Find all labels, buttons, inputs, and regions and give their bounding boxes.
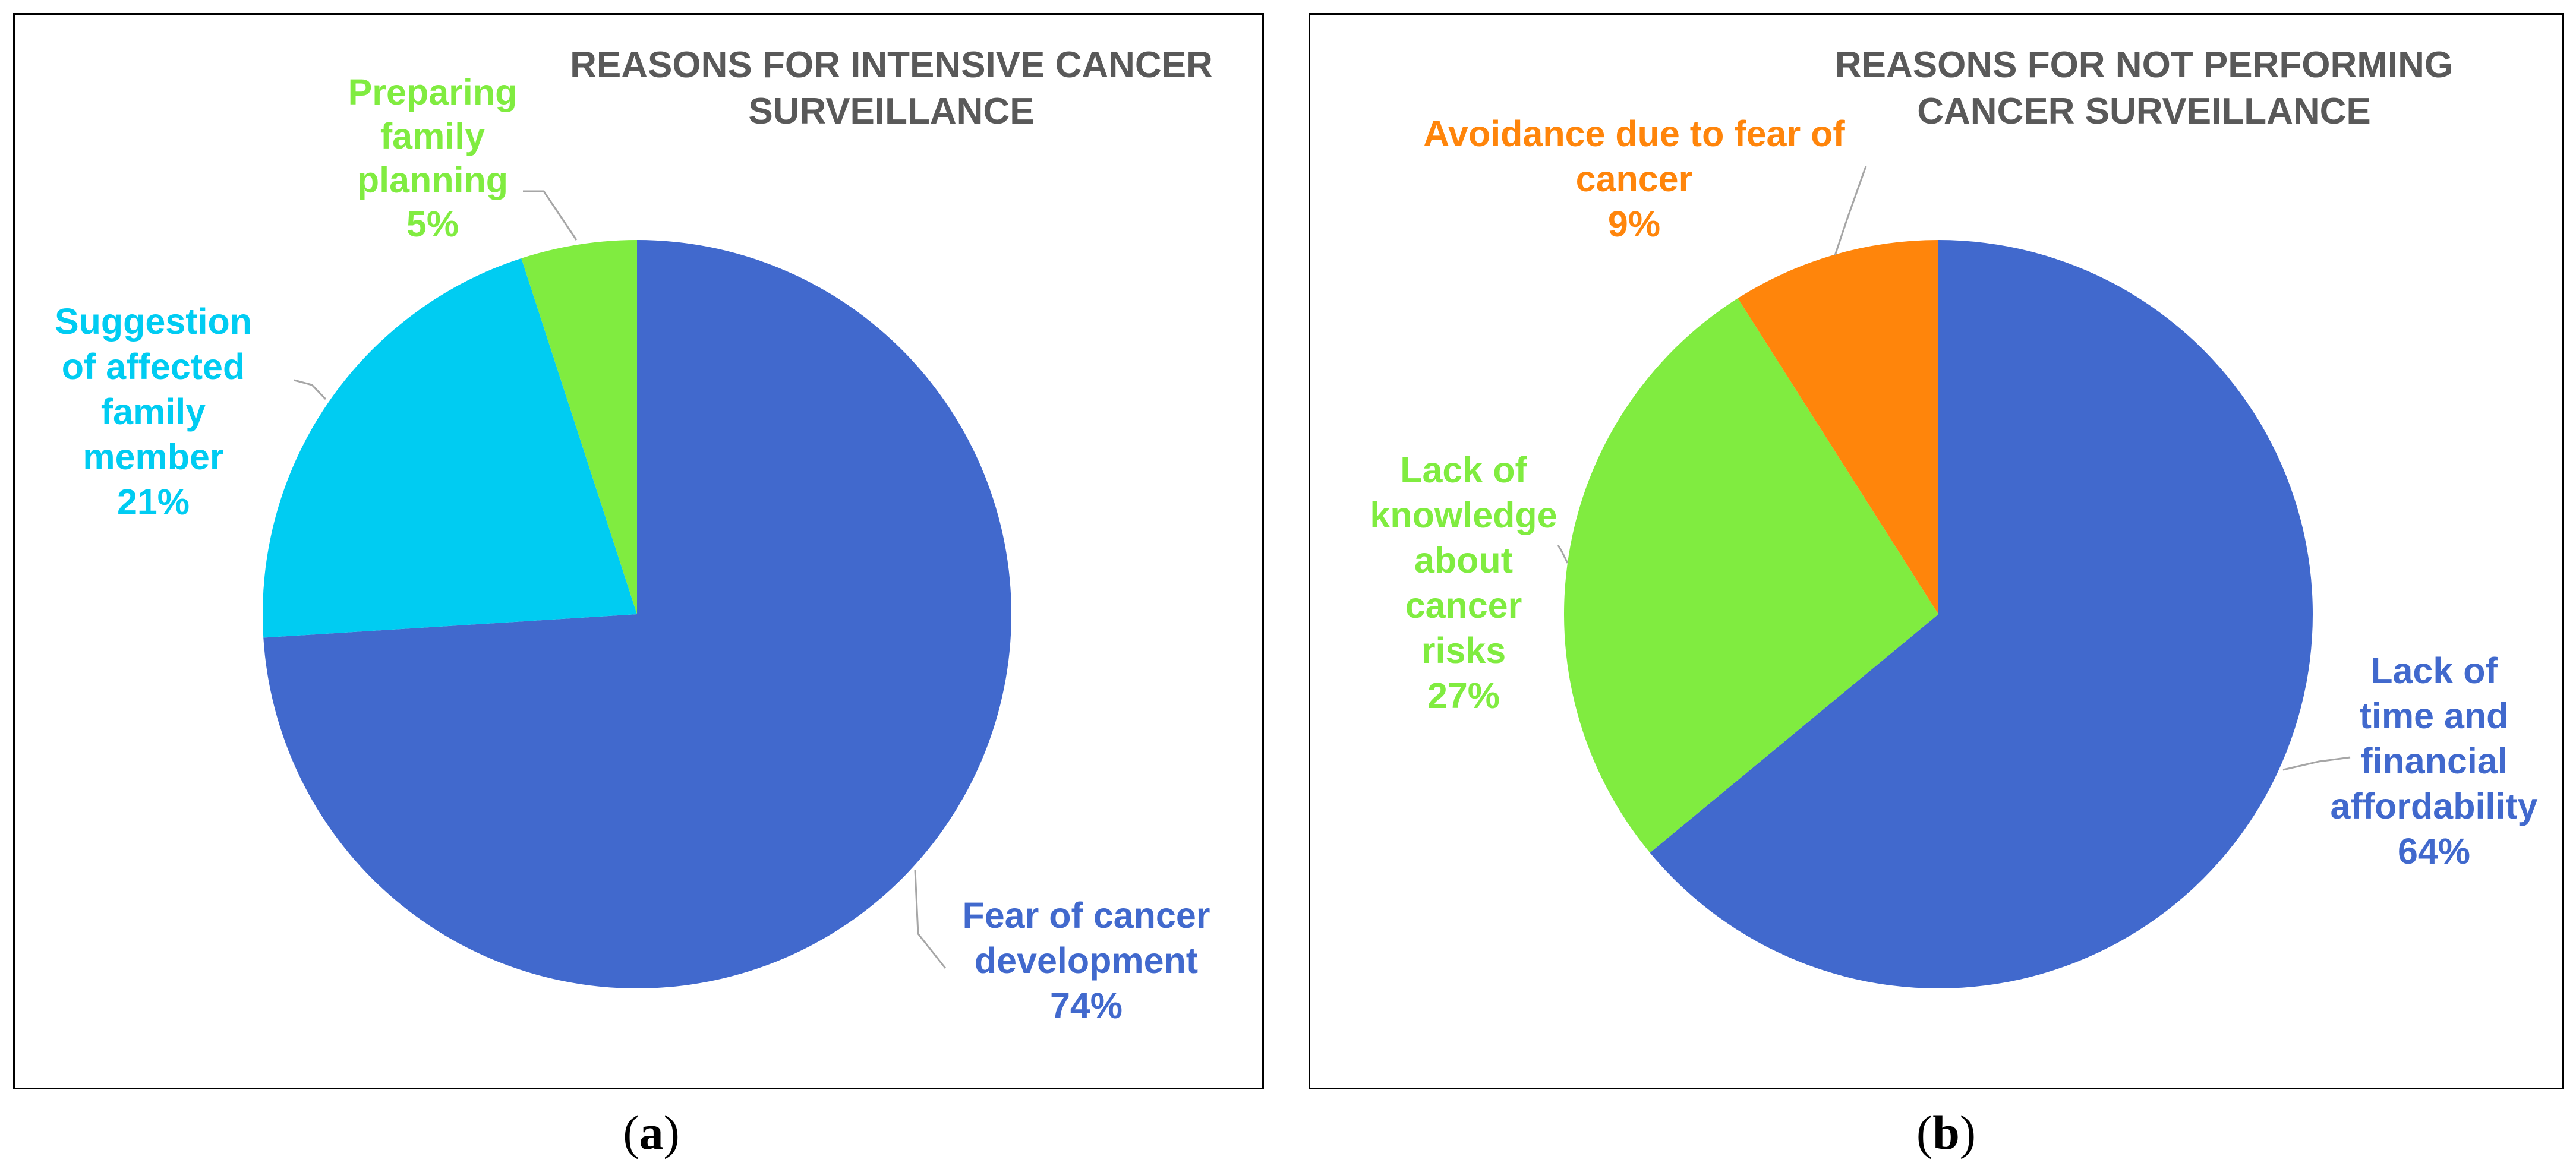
chart-title-line: SURVEILLANCE	[748, 91, 1034, 132]
pie-slice	[263, 258, 637, 638]
slice-category-label: knowledge	[1370, 495, 1557, 535]
slice-category-label: family	[380, 116, 485, 156]
slice-percent-label: 74%	[1050, 985, 1123, 1026]
slice-category-label: about	[1414, 540, 1513, 580]
pie-slice	[1650, 240, 2313, 988]
slice-category-label: cancer	[1576, 159, 1693, 199]
pie-slice	[1564, 298, 1938, 853]
slice-category-label: financial	[2360, 741, 2507, 781]
slice-percent-label: 9%	[1608, 204, 1660, 244]
slice-category-label: of affected	[62, 346, 245, 387]
slice-category-label: development	[975, 940, 1198, 981]
slice-category-label: planning	[357, 160, 508, 200]
slice-category-label: Lack of	[2370, 650, 2498, 691]
chart-title-line: CANCER SURVEILLANCE	[1917, 91, 2371, 132]
slice-category-label: Lack of	[1400, 450, 1527, 490]
slice-percent-label: 64%	[2398, 831, 2470, 871]
leader-line	[2282, 756, 2351, 771]
slice-category-label: Avoidance due to fear of	[1423, 113, 1845, 154]
pie-slice	[1738, 240, 1938, 614]
chart-title-line: REASONS FOR NOT PERFORMING	[1835, 45, 2453, 86]
leader-line	[523, 190, 578, 241]
pie-slice	[521, 240, 637, 614]
slice-percent-label: 21%	[117, 482, 190, 522]
chart-title-line: REASONS FOR INTENSIVE CANCER	[570, 45, 1213, 86]
slice-category-label: time and	[2360, 696, 2509, 736]
pie-chart-b: REASONS FOR NOT PERFORMING CANCER SURVEIL…	[1370, 45, 2538, 988]
leader-line	[914, 870, 947, 969]
leader-line	[294, 379, 327, 400]
pie-slice	[263, 240, 1012, 989]
leader-line	[1834, 166, 1867, 256]
slice-category-label: risks	[1421, 630, 1506, 671]
leader-line	[1557, 545, 1569, 564]
panel-a-caption: (a)	[623, 1105, 680, 1159]
slice-percent-label: 5%	[406, 204, 459, 244]
panel-b-caption: (b)	[1916, 1105, 1976, 1159]
slice-percent-label: 27%	[1427, 675, 1500, 716]
slice-category-label: Preparing	[348, 72, 518, 112]
slice-category-label: affordability	[2330, 786, 2537, 826]
slice-category-label: Suggestion	[55, 301, 252, 342]
slice-category-label: Fear of cancer	[962, 895, 1210, 936]
pie-chart-a: REASONS FOR INTENSIVE CANCER SURVEILLANCE…	[55, 45, 1213, 1026]
slice-category-label: cancer	[1405, 585, 1522, 625]
slice-category-label: family	[101, 391, 206, 432]
slice-category-label: member	[83, 437, 223, 477]
